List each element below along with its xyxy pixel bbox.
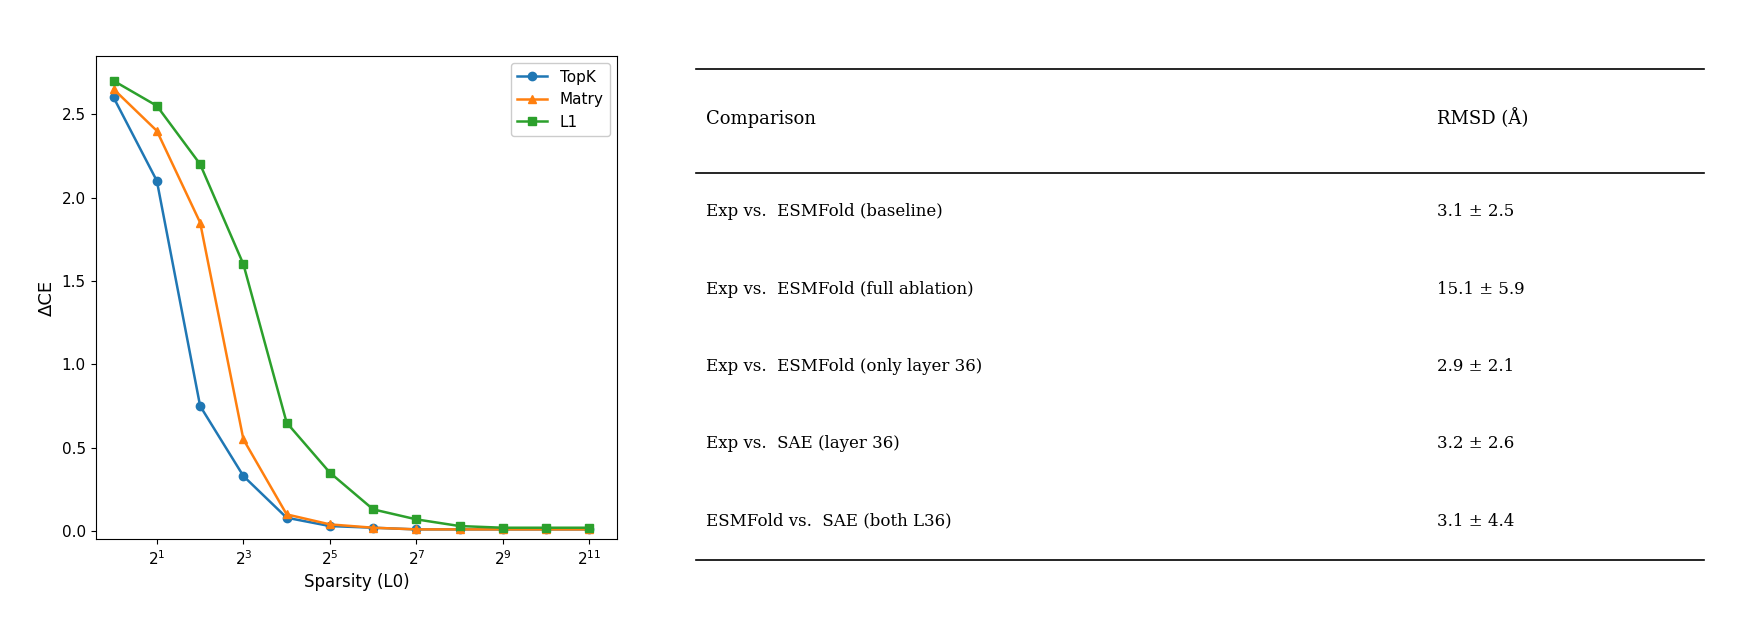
TopK: [405, 526, 426, 533]
Matry: [277, 511, 297, 518]
TopK: [103, 94, 123, 101]
TopK: [233, 472, 254, 480]
L1: [320, 469, 341, 476]
Text: 3.1 ± 2.5: 3.1 ± 2.5: [1436, 203, 1515, 220]
Matry: [146, 127, 167, 135]
TopK: [579, 526, 600, 533]
L1: [449, 522, 470, 529]
TopK: [190, 402, 210, 410]
L1: [146, 102, 167, 110]
Text: Exp vs.  ESMFold (only layer 36): Exp vs. ESMFold (only layer 36): [706, 358, 983, 375]
L1: [405, 516, 426, 523]
TopK: [146, 177, 167, 185]
Text: 15.1 ± 5.9: 15.1 ± 5.9: [1436, 281, 1525, 298]
Matry: [190, 219, 210, 226]
TopK: [363, 524, 384, 531]
L1: [579, 524, 600, 531]
Text: Exp vs.  ESMFold (full ablation): Exp vs. ESMFold (full ablation): [706, 281, 974, 298]
TopK: [449, 526, 470, 533]
L1: [103, 77, 123, 84]
Legend: TopK, Matry, L1: TopK, Matry, L1: [511, 63, 610, 136]
Line: L1: L1: [110, 77, 593, 532]
Text: 3.1 ± 4.4: 3.1 ± 4.4: [1436, 513, 1515, 529]
Matry: [449, 526, 470, 533]
Matry: [492, 526, 513, 533]
Matry: [103, 86, 123, 93]
Matry: [233, 436, 254, 443]
TopK: [320, 522, 341, 529]
L1: [190, 161, 210, 168]
Line: Matry: Matry: [110, 85, 593, 534]
Matry: [405, 526, 426, 533]
Text: Comparison: Comparison: [706, 110, 816, 128]
X-axis label: Sparsity (L0): Sparsity (L0): [304, 574, 409, 591]
Text: Exp vs.  ESMFold (baseline): Exp vs. ESMFold (baseline): [706, 203, 943, 220]
Text: RMSD (Å): RMSD (Å): [1436, 108, 1529, 128]
L1: [233, 260, 254, 268]
Line: TopK: TopK: [110, 94, 593, 534]
TopK: [277, 514, 297, 521]
Matry: [320, 521, 341, 528]
Text: Exp vs.  SAE (layer 36): Exp vs. SAE (layer 36): [706, 435, 899, 452]
L1: [536, 524, 556, 531]
Text: ESMFold vs.  SAE (both L36): ESMFold vs. SAE (both L36): [706, 513, 951, 529]
Y-axis label: ΔCE: ΔCE: [38, 280, 56, 316]
Matry: [536, 526, 556, 533]
L1: [492, 524, 513, 531]
TopK: [492, 526, 513, 533]
TopK: [536, 526, 556, 533]
Text: 3.2 ± 2.6: 3.2 ± 2.6: [1436, 435, 1515, 452]
Text: 2.9 ± 2.1: 2.9 ± 2.1: [1436, 358, 1515, 375]
L1: [363, 506, 384, 513]
L1: [277, 419, 297, 427]
Matry: [579, 526, 600, 533]
Matry: [363, 524, 384, 531]
